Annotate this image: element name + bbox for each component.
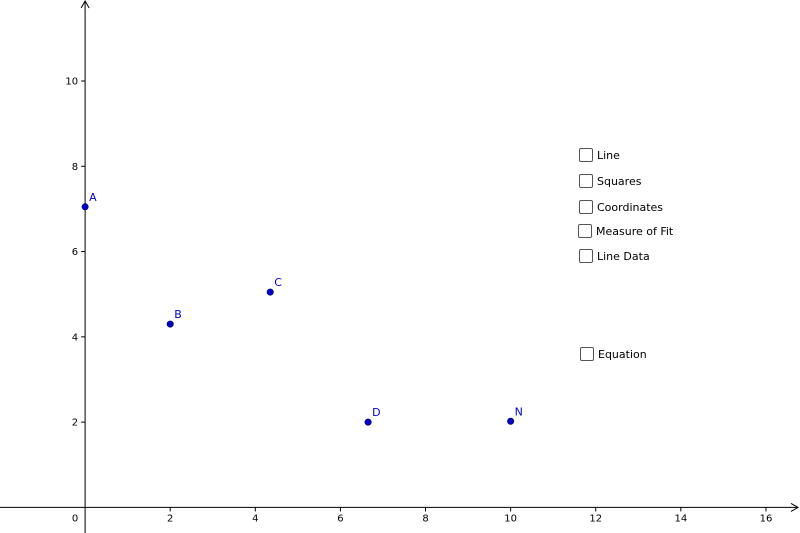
point-c xyxy=(266,288,274,296)
point-label-n: N xyxy=(515,405,523,418)
equation-checkbox-label: Equation xyxy=(598,347,647,361)
equation-checkbox-box[interactable] xyxy=(580,347,594,361)
x-tick-label: 12 xyxy=(589,513,602,524)
coordinates-checkbox-box[interactable] xyxy=(579,200,593,214)
coordinates-checkbox-label: Coordinates xyxy=(597,200,664,214)
coordinates-checkbox[interactable]: Coordinates xyxy=(579,200,663,214)
squares-checkbox[interactable]: Squares xyxy=(579,174,641,188)
y-axis-arrow xyxy=(80,0,90,9)
x-tick-label: 4 xyxy=(252,513,258,524)
line-data-checkbox[interactable]: Line Data xyxy=(579,249,650,263)
x-tick-label: 10 xyxy=(504,513,517,524)
point-label-b: B xyxy=(174,308,182,321)
y-tick-label: 8 xyxy=(72,162,78,173)
squares-checkbox-box[interactable] xyxy=(579,174,593,188)
point-label-d: D xyxy=(372,406,380,419)
x-tick-label: 16 xyxy=(760,513,773,524)
x-tick-label: 2 xyxy=(167,513,173,524)
y-tick-label: 10 xyxy=(65,77,78,88)
point-b xyxy=(166,320,174,328)
y-tick-label: 4 xyxy=(72,332,78,343)
equation-checkbox[interactable]: Equation xyxy=(580,347,647,361)
x-tick-label: 14 xyxy=(674,513,687,524)
measure-of-fit-checkbox-box[interactable] xyxy=(578,224,592,238)
y-tick-label: 6 xyxy=(72,247,78,258)
line-checkbox-box[interactable] xyxy=(579,148,593,162)
line-data-checkbox-box[interactable] xyxy=(579,249,593,263)
line-checkbox-label: Line xyxy=(597,148,620,162)
x-tick-label: 0 xyxy=(72,513,78,524)
x-axis-arrow xyxy=(790,502,800,512)
x-tick-label: 6 xyxy=(337,513,343,524)
axis-ticks: 0 2 4 6 8 10 12 14 16 2 4 6 8 10 xyxy=(65,77,772,525)
measure-of-fit-checkbox-label: Measure of Fit xyxy=(596,224,674,238)
point-d xyxy=(364,418,372,426)
x-tick-label: 8 xyxy=(422,513,428,524)
y-tick-label: 2 xyxy=(72,418,78,429)
line-data-checkbox-label: Line Data xyxy=(597,249,650,263)
squares-checkbox-label: Squares xyxy=(597,174,642,188)
point-a xyxy=(81,203,89,211)
point-n xyxy=(507,417,515,425)
point-label-c: C xyxy=(274,276,282,289)
line-checkbox[interactable]: Line xyxy=(579,148,620,162)
points: A B C D N xyxy=(81,191,523,426)
measure-of-fit-checkbox[interactable]: Measure of Fit xyxy=(578,224,673,238)
point-label-a: A xyxy=(89,191,97,204)
